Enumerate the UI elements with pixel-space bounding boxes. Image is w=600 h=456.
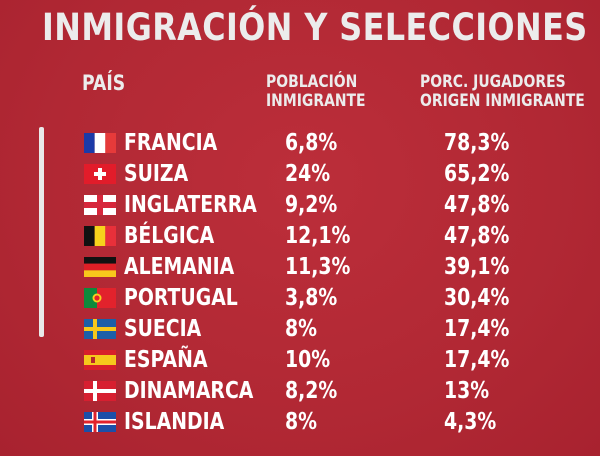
table-row: PORTUGAL 3,8% 30,4% <box>0 283 600 313</box>
header-population: POBLACIÓN INMIGRANTE <box>266 73 366 111</box>
portugal-flag-icon <box>84 288 116 308</box>
country-name: DINAMARCA <box>124 378 254 404</box>
header-country: PAÍS <box>82 71 126 95</box>
decorative-side-bar <box>39 127 44 337</box>
population-value: 9,2% <box>285 192 338 218</box>
players-value: 30,4% <box>444 285 510 311</box>
population-value: 8% <box>285 316 318 342</box>
country-name: ALEMANIA <box>124 254 235 280</box>
iceland-flag-icon <box>84 412 116 432</box>
table-row: SUECIA 8% 17,4% <box>0 314 600 344</box>
country-name: ESPAÑA <box>124 347 208 373</box>
table-row: BÉLGICA 12,1% 47,8% <box>0 221 600 251</box>
players-value: 39,1% <box>444 254 510 280</box>
table-row: ESPAÑA 10% 17,4% <box>0 345 600 375</box>
population-value: 3,8% <box>285 285 338 311</box>
population-value: 8% <box>285 409 318 435</box>
players-value: 78,3% <box>444 130 510 156</box>
players-value: 65,2% <box>444 161 510 187</box>
country-name: BÉLGICA <box>124 223 215 249</box>
country-name: INGLATERRA <box>124 192 257 218</box>
england-flag-icon <box>84 195 116 215</box>
sweden-flag-icon <box>84 319 116 339</box>
country-name: SUECIA <box>124 316 202 342</box>
population-value: 6,8% <box>285 130 338 156</box>
denmark-flag-icon <box>84 381 116 401</box>
france-flag-icon <box>84 133 116 153</box>
players-value: 17,4% <box>444 316 510 342</box>
table-row: ISLANDIA 8% 4,3% <box>0 407 600 437</box>
table-row: INGLATERRA 9,2% 47,8% <box>0 190 600 220</box>
players-value: 47,8% <box>444 223 510 249</box>
header-players: PORC. JUGADORES ORIGEN INMIGRANTE <box>420 73 585 111</box>
country-name: ISLANDIA <box>124 409 225 435</box>
switzerland-flag-icon <box>84 164 116 184</box>
country-name: SUIZA <box>124 161 189 187</box>
population-value: 11,3% <box>285 254 351 280</box>
header-players-line1: PORC. JUGADORES <box>420 72 566 92</box>
population-value: 10% <box>285 347 331 373</box>
players-value: 47,8% <box>444 192 510 218</box>
spain-flag-icon <box>84 350 116 370</box>
players-value: 17,4% <box>444 347 510 373</box>
country-name: FRANCIA <box>124 130 218 156</box>
page-title: INMIGRACIÓN Y SELECCIONES <box>42 6 588 49</box>
germany-flag-icon <box>84 257 116 277</box>
belgium-flag-icon <box>84 226 116 246</box>
table-row: FRANCIA 6,8% 78,3% <box>0 128 600 158</box>
players-value: 13% <box>444 378 490 404</box>
header-population-line2: INMIGRANTE <box>266 91 366 111</box>
header-players-line2: ORIGEN INMIGRANTE <box>420 91 585 111</box>
population-value: 8,2% <box>285 378 338 404</box>
table-row: DINAMARCA 8,2% 13% <box>0 376 600 406</box>
country-name: PORTUGAL <box>124 285 238 311</box>
population-value: 24% <box>285 161 331 187</box>
header-population-line1: POBLACIÓN <box>266 72 358 92</box>
table-row: ALEMANIA 11,3% 39,1% <box>0 252 600 282</box>
table-row: SUIZA 24% 65,2% <box>0 159 600 189</box>
players-value: 4,3% <box>444 409 497 435</box>
population-value: 12,1% <box>285 223 351 249</box>
